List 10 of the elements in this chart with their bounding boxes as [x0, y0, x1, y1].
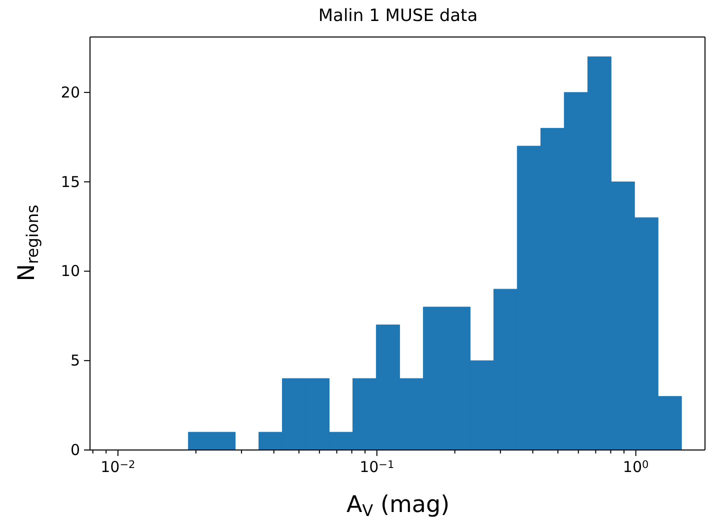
chart-title: Malin 1 MUSE data — [317, 6, 479, 26]
y-tick-label: 5 — [70, 352, 80, 370]
y-tick-label: 20 — [60, 83, 80, 102]
x-tick-label: 10$^{−2}$ — [100, 458, 136, 476]
x-tick-label: 10$^{0}$ — [622, 458, 649, 476]
y-tick-label: 0 — [70, 441, 80, 459]
x-tick-label: 10$^{−1}$ — [360, 458, 394, 476]
y-tick-label: 10 — [60, 262, 80, 280]
x-axis-title: A$_{V}$ (mag) — [346, 492, 450, 520]
y-tick-label: 15 — [60, 172, 80, 191]
